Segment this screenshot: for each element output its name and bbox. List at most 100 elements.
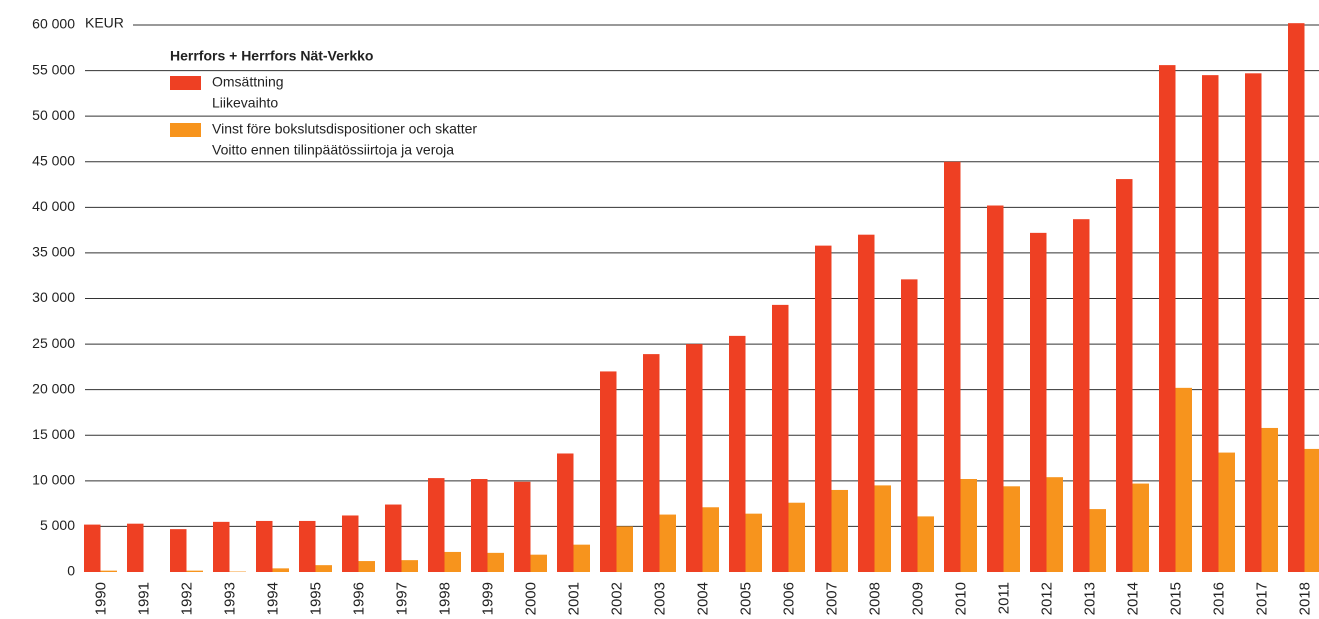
x-tick-label: 1998 <box>436 582 453 615</box>
x-tick-label: 2009 <box>909 582 926 615</box>
bar <box>686 344 703 572</box>
bar <box>170 529 187 572</box>
bar <box>315 565 332 572</box>
legend-swatch <box>170 123 201 137</box>
x-tick-label: 2013 <box>1081 582 1098 615</box>
x-tick-label: 2000 <box>522 582 539 615</box>
bar <box>256 520 273 572</box>
x-tick-label: 2015 <box>1167 582 1184 615</box>
bar <box>272 568 289 572</box>
bar <box>1202 75 1219 573</box>
x-tick-label: 1995 <box>307 582 324 615</box>
y-tick-label: 60 000 <box>32 16 75 32</box>
bar <box>788 502 805 572</box>
bar <box>1261 427 1278 572</box>
y-tick-label: 45 000 <box>32 152 75 168</box>
bar <box>1159 65 1176 572</box>
y-axis-unit: KEUR <box>85 15 124 31</box>
bar <box>960 479 977 572</box>
x-tick-label: 1997 <box>393 582 410 615</box>
bar <box>84 524 101 572</box>
bar <box>213 521 230 572</box>
y-tick-label: 35 000 <box>32 244 75 260</box>
bar <box>874 485 891 572</box>
bar <box>100 570 117 572</box>
bar <box>858 234 875 572</box>
bar <box>1175 387 1192 572</box>
bar <box>471 479 488 572</box>
bar <box>557 453 574 572</box>
bar <box>299 520 316 572</box>
bar <box>729 335 746 572</box>
legend-title: Herrfors + Herrfors Nät-Verkko <box>170 48 373 64</box>
legend-label: Omsättning <box>212 74 284 90</box>
bar <box>342 515 359 572</box>
x-tick-label: 1990 <box>92 582 109 615</box>
bar <box>1030 232 1047 573</box>
bar <box>444 551 461 572</box>
x-tick-label: 2007 <box>823 582 840 615</box>
y-tick-label: 15 000 <box>32 426 75 442</box>
x-tick-label: 1994 <box>264 582 281 615</box>
bar <box>428 478 445 572</box>
x-tick-label: 1996 <box>350 582 367 615</box>
legend-label: Vinst före bokslutsdispositioner och ska… <box>212 121 477 137</box>
legend-label: Liikevaihto <box>212 95 278 111</box>
x-tick-label: 2018 <box>1296 582 1313 615</box>
x-tick-label: 2004 <box>694 582 711 615</box>
bar <box>1132 483 1149 572</box>
bar <box>659 514 676 572</box>
bar <box>815 245 832 572</box>
bar <box>573 544 590 572</box>
bar <box>514 481 531 572</box>
bar <box>901 279 918 572</box>
bar <box>600 371 617 572</box>
bar <box>1288 23 1305 573</box>
x-tick-label: 2012 <box>1038 582 1055 615</box>
bar <box>917 516 934 572</box>
x-tick-label: 1991 <box>135 582 152 615</box>
x-tick-label: 2002 <box>608 582 625 615</box>
bar <box>831 489 848 572</box>
y-tick-label: 20 000 <box>32 380 75 396</box>
x-tick-label: 2001 <box>565 582 582 615</box>
bar <box>745 513 762 572</box>
legend-label: Voitto ennen tilinpäätössiirtoja ja vero… <box>212 142 454 158</box>
x-tick-label: 1999 <box>479 582 496 615</box>
x-tick-label: 2006 <box>780 582 797 615</box>
y-tick-label: 25 000 <box>32 335 75 351</box>
bar <box>643 354 660 572</box>
x-tick-label: 2003 <box>651 582 668 615</box>
x-tick-label: 2016 <box>1210 582 1227 615</box>
y-tick-label: 50 000 <box>32 107 75 123</box>
y-tick-label: 10 000 <box>32 472 75 488</box>
x-tick-label: 2011 <box>995 582 1012 614</box>
bar <box>487 552 504 572</box>
bar <box>1046 477 1063 572</box>
y-tick-label: 0 <box>67 563 75 579</box>
bar <box>1116 179 1133 573</box>
bar <box>385 504 402 572</box>
bar <box>987 205 1004 572</box>
bar <box>401 560 418 572</box>
x-tick-label: 2017 <box>1253 582 1270 615</box>
bar <box>1003 486 1020 572</box>
bar <box>1089 509 1106 572</box>
y-tick-label: 30 000 <box>32 289 75 305</box>
y-tick-label: 5 000 <box>40 517 75 533</box>
bar <box>944 161 961 572</box>
x-tick-label: 2010 <box>952 582 969 615</box>
bar <box>186 570 203 572</box>
x-tick-label: 2014 <box>1124 582 1141 615</box>
bar <box>127 523 144 572</box>
x-tick-label: 2008 <box>866 582 883 615</box>
x-tick-label: 1992 <box>178 582 195 615</box>
bar <box>1073 219 1090 572</box>
y-tick-label: 55 000 <box>32 61 75 77</box>
legend-swatch <box>170 76 201 90</box>
y-tick-label: 40 000 <box>32 198 75 214</box>
bar <box>1245 73 1262 573</box>
x-tick-label: 2005 <box>737 582 754 615</box>
bar <box>358 561 375 572</box>
